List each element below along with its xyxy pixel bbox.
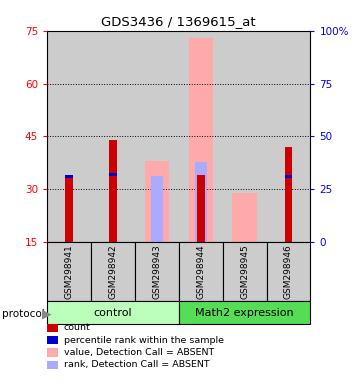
Text: protocol: protocol <box>2 309 44 319</box>
Bar <box>232 193 257 242</box>
Bar <box>47 301 179 324</box>
Bar <box>266 242 310 301</box>
Text: GSM298941: GSM298941 <box>64 244 73 299</box>
Text: percentile rank within the sample: percentile rank within the sample <box>64 336 224 345</box>
Bar <box>266 31 310 242</box>
Text: Math2 expression: Math2 expression <box>195 308 294 318</box>
Title: GDS3436 / 1369615_at: GDS3436 / 1369615_at <box>101 15 256 28</box>
Bar <box>109 140 117 242</box>
Bar <box>151 177 163 242</box>
Bar <box>284 175 292 178</box>
Text: count: count <box>64 323 91 333</box>
Text: ▶: ▶ <box>42 308 51 321</box>
Bar <box>91 242 135 301</box>
Text: GSM298945: GSM298945 <box>240 244 249 299</box>
Bar <box>65 175 73 178</box>
Text: GSM298944: GSM298944 <box>196 244 205 299</box>
Text: rank, Detection Call = ABSENT: rank, Detection Call = ABSENT <box>64 360 209 369</box>
Bar <box>65 175 73 242</box>
Bar <box>135 31 179 242</box>
Bar <box>223 31 266 242</box>
Bar <box>109 173 117 176</box>
Bar <box>135 242 179 301</box>
Text: value, Detection Call = ABSENT: value, Detection Call = ABSENT <box>64 348 214 357</box>
Bar <box>91 31 135 242</box>
Bar <box>284 147 292 242</box>
Bar <box>188 38 213 242</box>
Text: GSM298943: GSM298943 <box>152 244 161 299</box>
Text: GSM298942: GSM298942 <box>108 244 117 299</box>
Text: GSM298946: GSM298946 <box>284 244 293 299</box>
Text: control: control <box>93 308 132 318</box>
Bar <box>179 242 223 301</box>
Bar <box>145 161 169 242</box>
Bar <box>47 31 91 242</box>
Bar <box>47 242 91 301</box>
Bar <box>179 301 310 324</box>
Bar <box>179 31 223 242</box>
Bar <box>195 162 207 242</box>
Bar <box>197 175 205 242</box>
Bar <box>223 242 266 301</box>
